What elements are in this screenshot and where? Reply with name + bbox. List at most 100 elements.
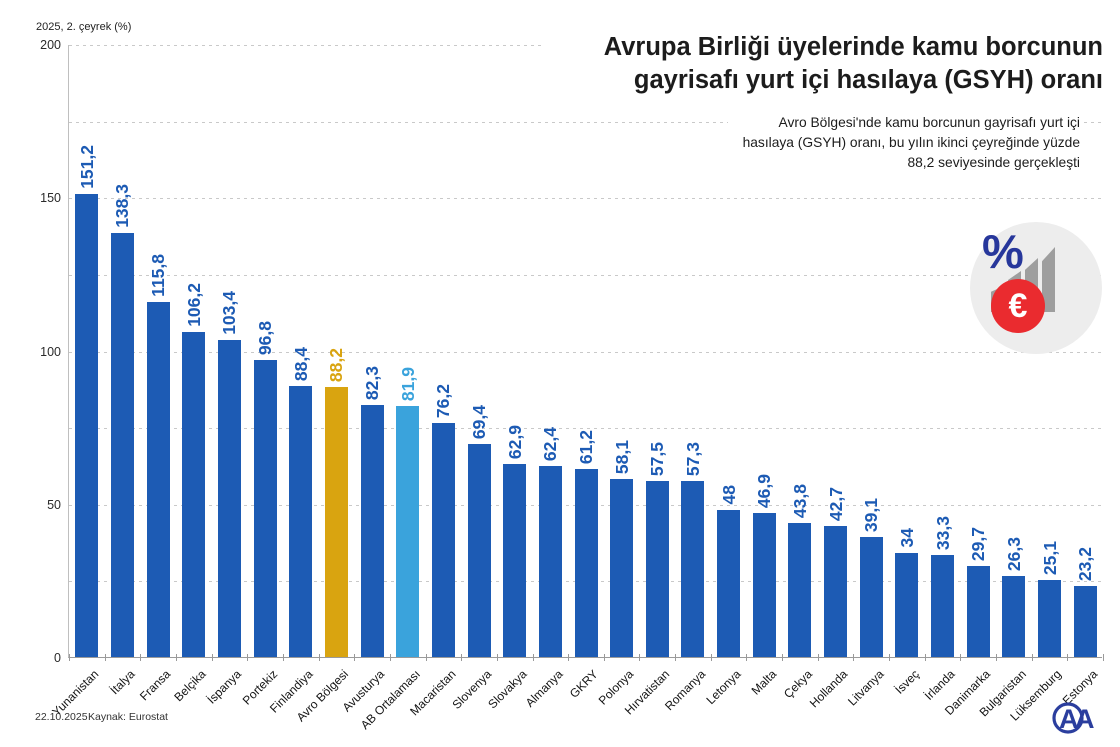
x-axis-tick <box>211 654 213 661</box>
x-axis-tick <box>817 654 819 661</box>
bar-value-label: 81,9 <box>397 366 418 401</box>
x-axis-tick <box>1031 654 1033 661</box>
x-axis-tick <box>175 654 177 661</box>
chart-title: Avrupa Birliği üyelerinde kamu borcunun … <box>543 31 1103 97</box>
bar-value-label: 88,4 <box>290 347 311 382</box>
x-axis-tick <box>496 654 498 661</box>
bar-Slovenya <box>467 444 491 657</box>
bar-Slovakya <box>503 464 527 657</box>
bar-GKRY <box>574 469 598 657</box>
bar-Letonya <box>717 509 741 657</box>
y-axis-label-150: 150 <box>40 191 61 206</box>
bar-Macaristan <box>431 423 455 657</box>
bar-Hollanda <box>824 526 848 657</box>
bar-Belçika <box>182 331 206 657</box>
bar-value-label: 26,3 <box>1003 537 1024 572</box>
y-axis-label-100: 100 <box>40 344 61 359</box>
bar-Malta <box>752 513 776 657</box>
bar-Almanya <box>538 465 562 657</box>
x-axis-tick <box>603 654 605 661</box>
bar-İsveç <box>895 552 919 657</box>
icon-bar-4 <box>1042 247 1055 312</box>
bar-Yunanistan <box>75 193 99 657</box>
svg-text:A: A <box>1075 704 1095 734</box>
category-label-Litvanya: Litvanya <box>844 667 887 709</box>
x-axis-tick <box>282 654 284 661</box>
bar-Portekiz <box>253 360 277 657</box>
x-axis-tick <box>461 654 463 661</box>
category-label-Almanya: Almanya <box>522 667 566 710</box>
bar-Estonya <box>1073 585 1097 657</box>
bar-value-label: 115,8 <box>148 254 169 298</box>
bar-value-label: 103,4 <box>219 291 240 336</box>
euro-symbol: € <box>1008 287 1028 325</box>
bar-value-label: 61,2 <box>576 430 596 465</box>
x-axis-tick <box>960 654 962 661</box>
bar-Polonya <box>610 478 634 657</box>
category-label-İsveç: İsveç <box>892 667 922 697</box>
x-axis-tick <box>389 654 391 661</box>
x-axis-tick <box>675 654 677 661</box>
bar-Fransa <box>146 302 170 657</box>
bar-value-label: 88,2 <box>326 347 347 382</box>
x-axis-tick <box>710 654 712 661</box>
gridline-125 <box>69 274 1102 276</box>
bar-value-label: 39,1 <box>861 498 882 533</box>
bar-value-label: 69,4 <box>469 405 490 440</box>
publish-date: 22.10.2025 <box>35 711 88 723</box>
aa-agency-logo: A A <box>1050 697 1100 744</box>
x-axis-tick <box>746 654 748 661</box>
x-axis-tick <box>247 654 249 661</box>
x-axis-tick <box>568 654 570 661</box>
bar-Avusturya <box>360 404 384 657</box>
bar-İrlanda <box>931 554 955 657</box>
category-label-Malta: Malta <box>748 667 780 698</box>
x-axis-tick <box>354 654 356 661</box>
category-label-İspanya: İspanya <box>204 667 245 707</box>
bar-value-label: 42,7 <box>825 487 846 522</box>
y-axis-label-50: 50 <box>47 497 61 512</box>
x-axis-tick <box>69 654 70 661</box>
x-axis-tick <box>639 654 641 661</box>
bar-value-label: 48 <box>718 485 739 505</box>
bar-İtalya <box>110 233 134 657</box>
gridline-100 <box>69 351 1102 353</box>
x-axis-tick <box>532 654 534 661</box>
bar-Çekya <box>788 522 812 657</box>
x-axis-tick <box>104 654 106 661</box>
x-axis-tick <box>318 654 320 661</box>
bar-value-label: 58,1 <box>611 439 632 474</box>
bar-value-label: 57,3 <box>682 442 703 477</box>
axis-unit-note: 2025, 2. çeyrek (%) <box>36 21 132 33</box>
bar-value-label: 96,8 <box>255 321 276 356</box>
bar-chart-plot: 0 50 100 150 200 151,2 Yunanistan 138,3 İtalya 11… <box>40 38 1104 732</box>
x-axis-tick <box>996 654 998 661</box>
bar-value-label: 138,3 <box>112 184 133 229</box>
bar-value-label: 106,2 <box>183 282 204 327</box>
category-label-Hollanda: Hollanda <box>807 667 851 711</box>
category-label-İtalya: İtalya <box>107 667 138 698</box>
bar-value-label: 46,9 <box>754 474 775 509</box>
bar-value-label: 29,7 <box>968 526 989 561</box>
svg-text:A: A <box>1059 704 1079 734</box>
bar-value-label: 43,8 <box>789 483 810 518</box>
gridline-175 <box>69 121 1102 123</box>
bar-Bulgaristan <box>1002 576 1026 657</box>
gridline-75 <box>69 428 1102 430</box>
bar-value-label: 23,2 <box>1075 546 1096 581</box>
y-axis-label-200: 200 <box>40 38 61 52</box>
x-axis-tick <box>889 654 891 661</box>
bar-value-label: 62,9 <box>504 425 525 460</box>
bar-value-label: 57,5 <box>647 441 668 476</box>
x-axis-tick <box>140 654 142 661</box>
bar-Litvanya <box>859 537 883 657</box>
y-axis-label-0: 0 <box>54 651 61 665</box>
bar-Hırvatistan <box>645 480 669 657</box>
x-axis-tick <box>853 654 855 661</box>
bar-İspanya <box>217 340 241 657</box>
bar-value-label: 62,4 <box>540 426 561 461</box>
chart-subtitle: Avro Bölgesi'nde kamu borcunun gayrisafı… <box>728 113 1080 173</box>
x-axis-tick <box>425 654 427 661</box>
percent-euro-bars-icon: % € <box>970 222 1102 354</box>
